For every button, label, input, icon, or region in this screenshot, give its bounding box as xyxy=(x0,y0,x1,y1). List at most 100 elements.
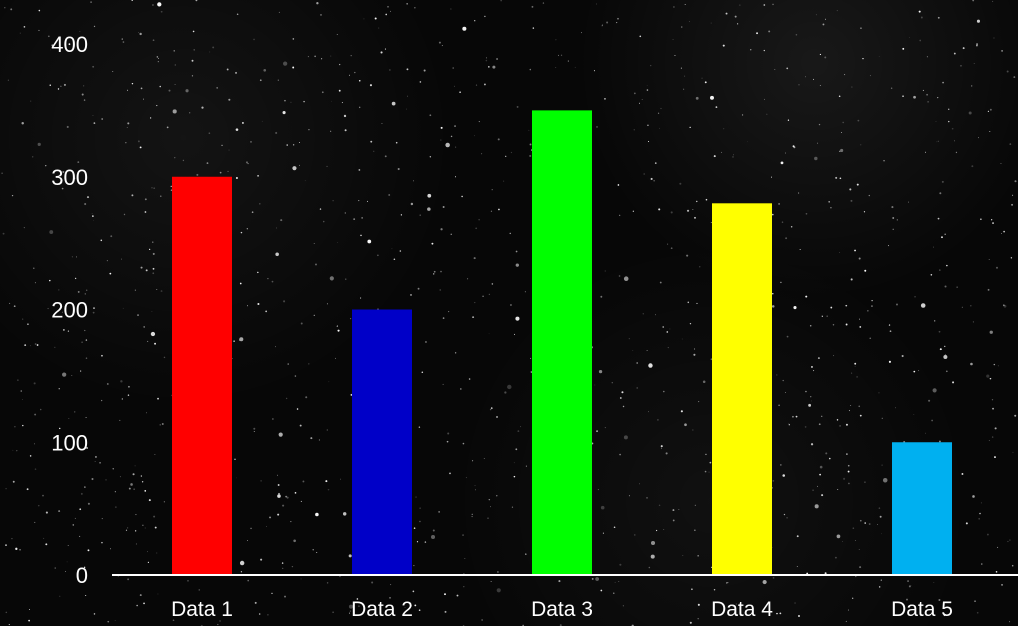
background-star xyxy=(525,465,527,467)
background-star xyxy=(174,84,176,85)
background-star xyxy=(58,289,60,291)
background-star xyxy=(896,219,898,221)
background-star xyxy=(462,442,465,445)
background-star xyxy=(660,107,662,110)
background-star xyxy=(286,144,289,146)
background-star xyxy=(86,289,88,291)
background-star xyxy=(91,213,93,214)
background-star xyxy=(465,477,467,479)
background-star xyxy=(701,77,703,79)
background-star xyxy=(128,385,130,388)
background-star xyxy=(292,166,297,171)
background-star xyxy=(9,302,11,304)
background-star xyxy=(300,500,302,502)
background-star xyxy=(481,153,483,155)
background-star xyxy=(212,46,215,49)
background-star xyxy=(574,66,576,68)
background-star xyxy=(157,2,162,7)
background-star xyxy=(510,304,512,306)
background-star xyxy=(263,68,267,72)
background-star xyxy=(956,286,958,288)
background-star xyxy=(694,348,696,350)
background-star xyxy=(400,214,403,216)
background-star xyxy=(156,288,158,290)
background-star xyxy=(440,126,443,129)
background-star xyxy=(150,331,156,337)
background-star xyxy=(68,418,70,420)
background-star xyxy=(94,455,97,458)
background-star xyxy=(143,326,145,328)
background-star xyxy=(595,577,600,581)
background-star xyxy=(815,14,818,16)
background-star xyxy=(282,567,284,569)
background-star xyxy=(496,588,501,593)
background-star xyxy=(942,81,944,84)
background-star xyxy=(62,328,65,331)
background-star xyxy=(475,227,478,230)
background-star xyxy=(356,598,359,600)
background-star xyxy=(845,620,847,622)
background-star xyxy=(66,125,69,128)
background-star xyxy=(973,63,975,65)
background-star xyxy=(84,566,86,568)
background-star xyxy=(172,619,175,622)
background-star xyxy=(960,65,962,67)
background-star xyxy=(157,61,159,63)
background-star xyxy=(308,129,310,131)
background-star xyxy=(530,371,532,373)
background-star xyxy=(471,513,473,515)
background-star xyxy=(158,57,160,59)
background-star xyxy=(560,54,563,56)
background-star xyxy=(174,156,176,159)
background-star xyxy=(189,112,191,114)
background-star xyxy=(182,159,185,162)
background-star xyxy=(859,519,862,522)
background-star xyxy=(648,140,650,143)
background-star xyxy=(125,142,127,144)
background-star xyxy=(489,506,491,508)
background-star xyxy=(419,520,421,523)
background-star xyxy=(39,408,42,411)
background-star xyxy=(174,64,176,66)
x-tick-label-data-2: Data 2 xyxy=(351,598,413,621)
background-star xyxy=(5,488,7,490)
background-star xyxy=(779,612,782,615)
background-star xyxy=(837,489,839,490)
background-star xyxy=(845,423,848,426)
background-star xyxy=(708,471,710,473)
background-star xyxy=(242,122,244,124)
background-star xyxy=(639,483,640,485)
background-star xyxy=(558,580,561,583)
background-star xyxy=(850,405,852,406)
background-star xyxy=(322,220,325,223)
background-star xyxy=(153,515,156,518)
background-star xyxy=(278,11,280,13)
background-star xyxy=(128,487,131,490)
background-star xyxy=(901,354,904,358)
bar-data-3 xyxy=(532,110,592,576)
background-star xyxy=(604,270,606,272)
background-star xyxy=(688,21,690,23)
background-star xyxy=(94,461,96,463)
background-star xyxy=(1012,194,1014,196)
background-star xyxy=(464,557,466,560)
background-star xyxy=(201,106,204,109)
background-star xyxy=(285,495,288,498)
background-star xyxy=(418,609,421,612)
background-star xyxy=(851,372,853,374)
background-star xyxy=(697,618,699,620)
background-star xyxy=(492,65,496,69)
background-star xyxy=(287,363,290,365)
background-star xyxy=(937,16,940,19)
background-star xyxy=(49,279,51,282)
background-star xyxy=(491,189,493,191)
background-star xyxy=(15,547,18,550)
background-star xyxy=(1012,451,1014,453)
background-star xyxy=(895,407,896,409)
background-star xyxy=(239,337,244,342)
background-star xyxy=(152,252,155,255)
background-star xyxy=(938,330,941,333)
background-star xyxy=(763,98,765,100)
background-star xyxy=(127,89,129,91)
background-star xyxy=(462,534,464,536)
